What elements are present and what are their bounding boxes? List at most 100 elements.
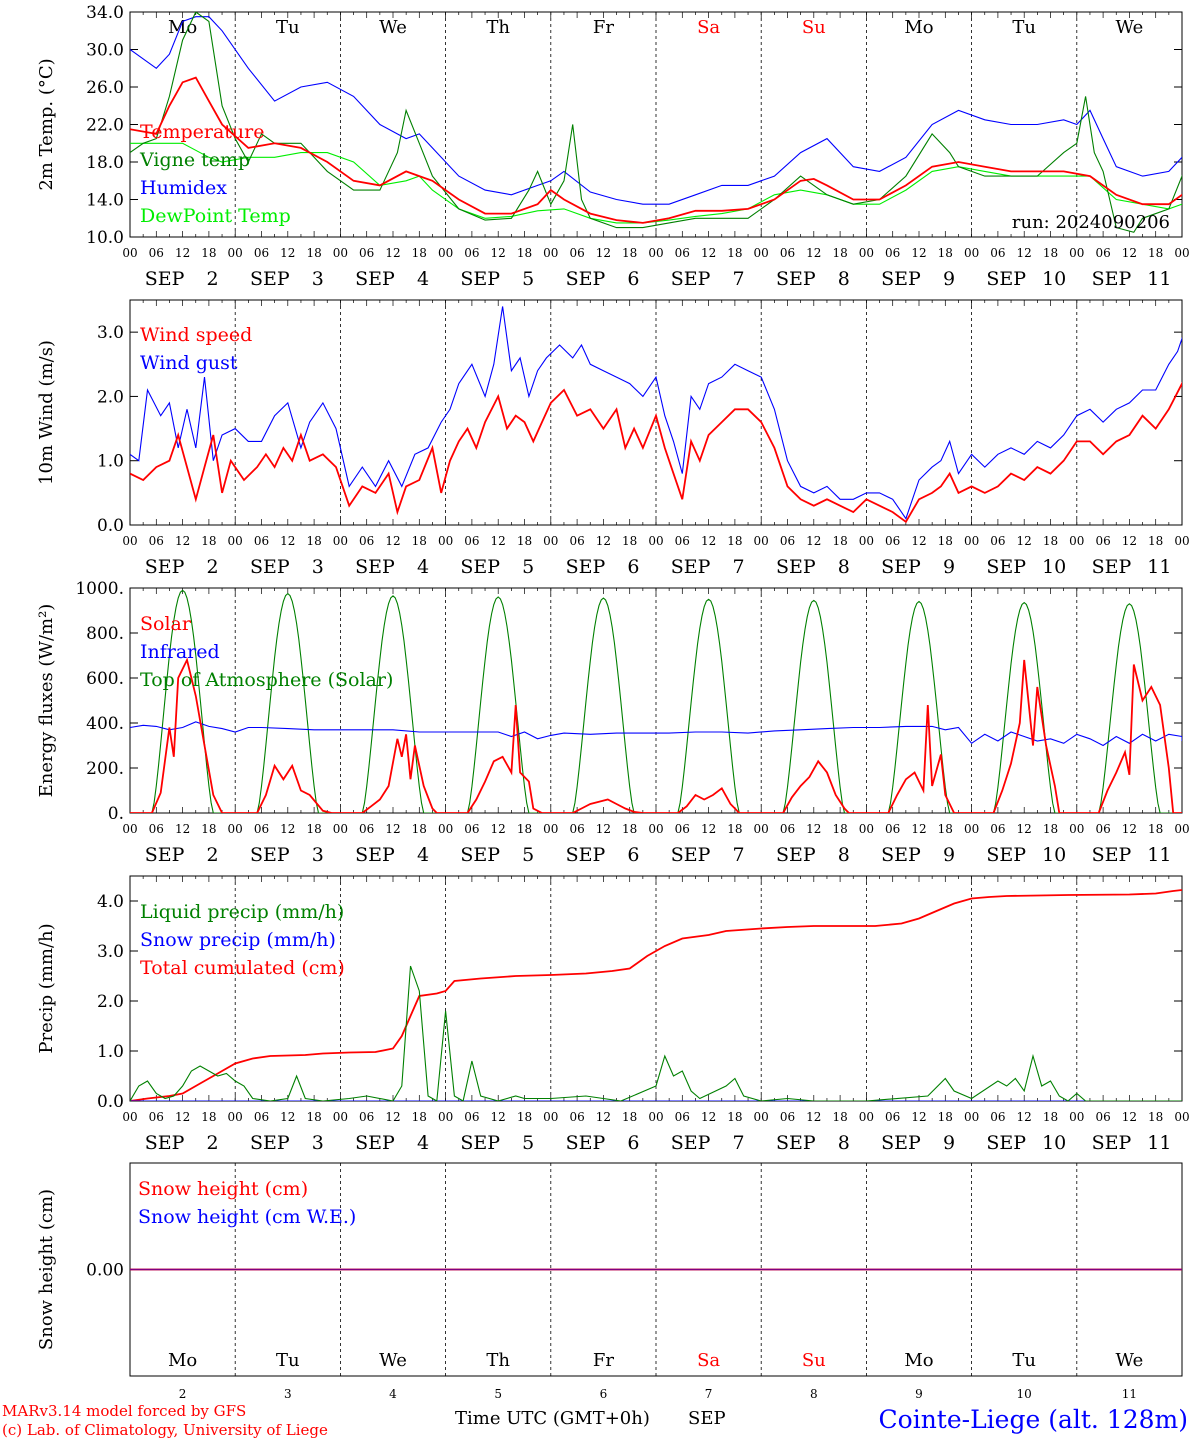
y-tick-label: 30.0 xyxy=(86,41,124,61)
y-tick-label: 0.0 xyxy=(97,516,124,536)
day-label: 3 xyxy=(312,556,324,578)
hour-label: 18 xyxy=(622,246,637,260)
hour-label: 18 xyxy=(1043,822,1058,836)
hour-label: 12 xyxy=(280,1110,295,1124)
hour-label: 12 xyxy=(280,246,295,260)
hour-label: 00 xyxy=(648,822,663,836)
day-label: 10 xyxy=(1042,268,1066,290)
hour-label: 00 xyxy=(438,534,453,548)
hour-label: 06 xyxy=(359,1110,374,1124)
weekday-label: Mo xyxy=(168,1350,197,1371)
hour-label: 06 xyxy=(569,822,584,836)
y-tick-label: 200. xyxy=(86,759,124,779)
month-label: SEP xyxy=(881,556,921,578)
hour-label: 06 xyxy=(359,246,374,260)
hour-label: 00 xyxy=(964,822,979,836)
footer-day-number: 8 xyxy=(810,1387,818,1401)
hour-label: 06 xyxy=(569,1110,584,1124)
day-label: 9 xyxy=(943,556,955,578)
panel-4: 0.0 1.0 2.0 3.0 4.0 Precip (mm/h) 00 06 12 18 SEP 2… xyxy=(36,875,1190,1154)
plot-area xyxy=(130,12,1182,233)
hour-label: 12 xyxy=(385,1110,400,1124)
hour-label: 12 xyxy=(175,534,190,548)
legend-entry: Solar xyxy=(140,613,192,635)
hour-label: 18 xyxy=(412,822,427,836)
weekday-label: Tu xyxy=(276,17,300,38)
day-label: 7 xyxy=(733,844,745,866)
month-label: SEP xyxy=(881,844,921,866)
hour-label: 06 xyxy=(569,534,584,548)
weekday-label: Tu xyxy=(1012,1350,1036,1371)
hour-label: 12 xyxy=(806,246,821,260)
hour-label: 18 xyxy=(1043,534,1058,548)
hour-label: 12 xyxy=(1017,822,1032,836)
hour-label: 18 xyxy=(517,534,532,548)
footer-day-number: 2 xyxy=(179,1387,187,1401)
hour-label: 12 xyxy=(491,534,506,548)
hour-label: 18 xyxy=(201,1110,216,1124)
hour-label: 00 xyxy=(1174,822,1189,836)
day-label: 7 xyxy=(733,556,745,578)
weekday-label: Sa xyxy=(697,17,720,38)
y-axis-label: Snow height (cm) xyxy=(36,1189,57,1350)
hour-label: 12 xyxy=(491,822,506,836)
month-label: SEP xyxy=(671,1132,711,1154)
legend-entry: Vigne temp xyxy=(139,149,250,171)
legend-entry: Snow precip (mm/h) xyxy=(140,929,336,951)
weekday-label: Tu xyxy=(276,1350,300,1371)
series-line-wind-speed xyxy=(130,381,1182,524)
day-label: 6 xyxy=(627,268,639,290)
hour-label: 06 xyxy=(885,534,900,548)
hour-label: 18 xyxy=(832,1110,847,1124)
legend-entry: Wind speed xyxy=(140,324,252,346)
month-label: SEP xyxy=(986,844,1026,866)
hour-label: 00 xyxy=(859,1110,874,1124)
day-label: 10 xyxy=(1042,556,1066,578)
hour-label: 12 xyxy=(701,534,716,548)
hour-label: 06 xyxy=(1095,246,1110,260)
y-axis-label: Precip (mm/h) xyxy=(36,923,57,1053)
day-label: 4 xyxy=(417,556,429,578)
month-label: SEP xyxy=(145,556,185,578)
hour-label: 00 xyxy=(964,246,979,260)
day-label: 11 xyxy=(1147,556,1171,578)
hour-label: 00 xyxy=(438,1110,453,1124)
month-label: SEP xyxy=(881,268,921,290)
hour-label: 18 xyxy=(832,822,847,836)
hour-label: 00 xyxy=(543,534,558,548)
hour-label: 00 xyxy=(1069,1110,1084,1124)
weekday-label: Mo xyxy=(904,1350,933,1371)
day-label: 11 xyxy=(1147,844,1171,866)
hour-label: 00 xyxy=(1069,822,1084,836)
day-label: 8 xyxy=(838,844,850,866)
hour-label: 06 xyxy=(359,534,374,548)
hour-label: 06 xyxy=(885,822,900,836)
hour-label: 12 xyxy=(911,1110,926,1124)
day-label: 2 xyxy=(207,556,219,578)
hour-label: 06 xyxy=(885,1110,900,1124)
month-label: SEP xyxy=(460,556,500,578)
hour-label: 18 xyxy=(306,822,321,836)
day-label: 6 xyxy=(627,844,639,866)
weekday-label: Fr xyxy=(593,17,614,38)
month-label: SEP xyxy=(1092,1132,1132,1154)
y-axis-label: Energy fluxes (W/m²) xyxy=(36,604,57,798)
weekday-label: Th xyxy=(486,1350,510,1371)
day-label: 8 xyxy=(838,556,850,578)
day-label: 8 xyxy=(838,1132,850,1154)
month-label: SEP xyxy=(566,268,606,290)
hour-label: 00 xyxy=(1174,246,1189,260)
day-label: 11 xyxy=(1147,1132,1171,1154)
y-tick-label: 22.0 xyxy=(86,116,124,136)
hour-label: 12 xyxy=(385,822,400,836)
hour-label: 06 xyxy=(780,1110,795,1124)
series-line-infrared xyxy=(130,721,1182,747)
month-label: SEP xyxy=(1092,844,1132,866)
hour-label: 06 xyxy=(675,822,690,836)
weekday-label: We xyxy=(1116,17,1144,38)
hour-label: 00 xyxy=(228,246,243,260)
month-label: SEP xyxy=(671,268,711,290)
hour-label: 12 xyxy=(385,534,400,548)
footer-lab: (c) Lab. of Climatology, University of L… xyxy=(2,1421,328,1439)
hour-label: 12 xyxy=(1122,246,1137,260)
